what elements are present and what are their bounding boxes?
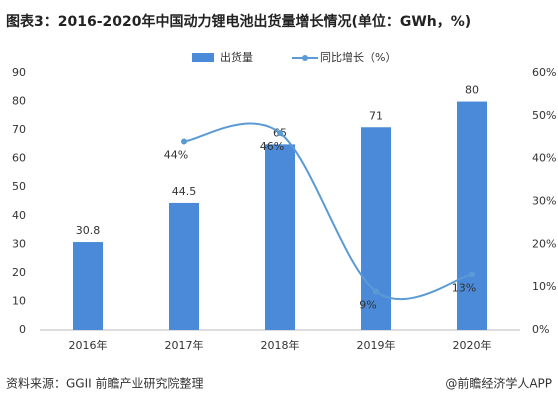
line-label: 44%: [164, 149, 188, 162]
y-tick-label: 0: [19, 323, 26, 336]
line-point: [373, 288, 379, 295]
legend-label: 出货量: [220, 50, 253, 64]
bar: [73, 242, 103, 330]
bar-label: 30.8: [76, 224, 101, 237]
x-tick-label: 2019年: [357, 338, 396, 352]
legend-swatch: [302, 55, 308, 61]
y-tick-label: 80: [12, 95, 26, 108]
source: 资料来源：GGII 前瞻产业研究院整理: [6, 376, 204, 391]
bar-label: 44.5: [172, 185, 197, 198]
x-tick-label: 2017年: [165, 338, 204, 352]
bar: [169, 202, 199, 330]
bar: [457, 101, 487, 330]
y-tick-label: 70: [12, 123, 26, 136]
line-label: 46%: [260, 140, 284, 153]
bar: [265, 144, 295, 330]
line-point: [469, 271, 475, 278]
credit: @前瞻经济学人APP: [445, 376, 552, 391]
y2-tick-label: 20%: [532, 237, 556, 250]
y-tick-label: 30: [12, 237, 26, 250]
line-label: 13%: [452, 281, 476, 294]
legend-swatch: [192, 53, 214, 62]
x-tick-label: 2018年: [261, 338, 300, 352]
y-tick-label: 10: [12, 294, 26, 307]
y2-tick-label: 40%: [532, 152, 556, 165]
y-tick-label: 20: [12, 266, 26, 279]
y2-tick-label: 60%: [532, 66, 556, 79]
y-tick-label: 60: [12, 152, 26, 165]
y-tick-label: 40: [12, 209, 26, 222]
y2-tick-label: 10%: [532, 280, 556, 293]
y2-tick-label: 30%: [532, 195, 556, 208]
line: [183, 122, 473, 300]
legend-label: 同比增长（%）: [320, 50, 396, 64]
chart-title: 图表3：2016-2020年中国动力锂电池出货量增长情况(单位：GWh，%): [6, 13, 471, 30]
y-tick-label: 50: [12, 180, 26, 193]
line-label: 9%: [359, 298, 376, 311]
bar-label: 80: [465, 84, 479, 97]
y2-tick-label: 0%: [532, 323, 549, 336]
y2-tick-label: 50%: [532, 109, 556, 122]
y-tick-label: 90: [12, 66, 26, 79]
x-tick-label: 2020年: [453, 338, 492, 352]
line-point: [181, 138, 187, 145]
line-point: [277, 129, 283, 136]
x-tick-label: 2016年: [69, 338, 108, 352]
bar-label: 71: [369, 109, 383, 122]
